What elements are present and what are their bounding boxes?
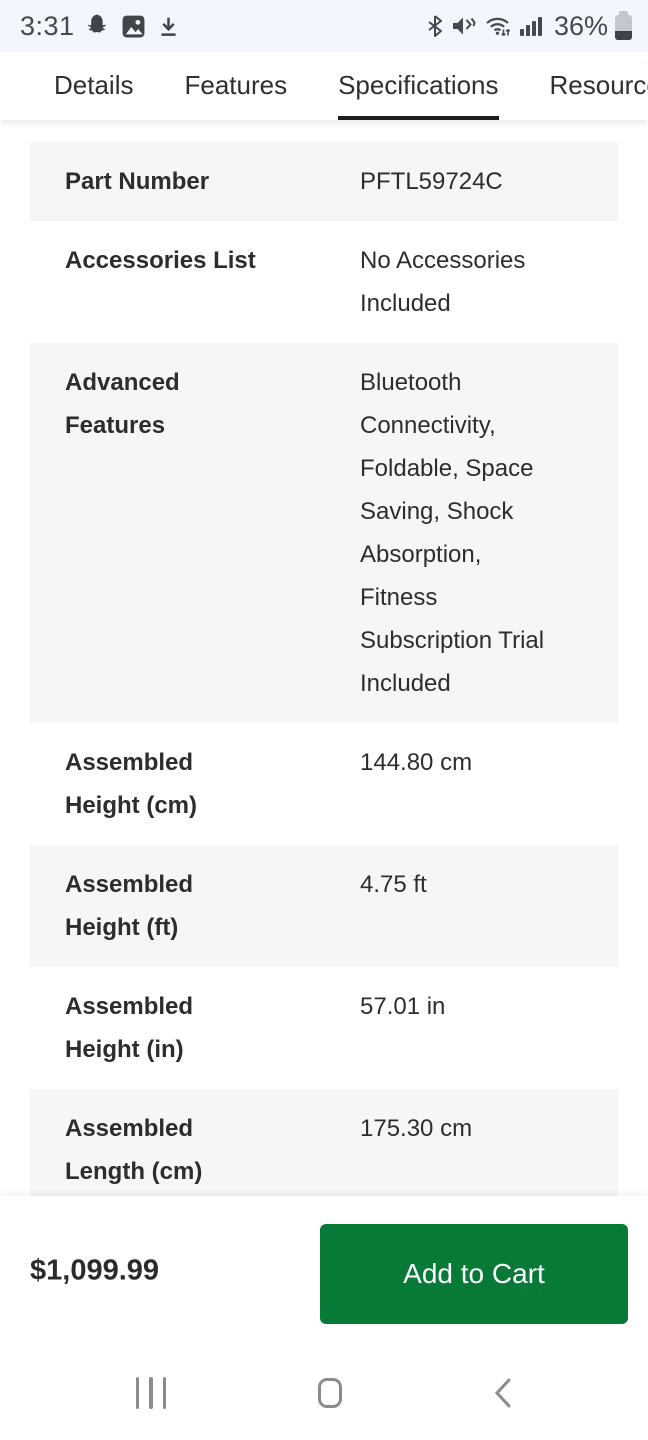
snapchat-icon [85,13,111,39]
spec-row-assembled-height-ft: Assembled Height (ft) 4.75 ft [30,845,618,967]
recents-icon[interactable] [135,1377,167,1409]
spec-label: Assembled Height (cm) [65,749,197,819]
spec-row-assembled-height-in: Assembled Height (in) 57.01 in [30,967,618,1089]
spec-value: Bluetooth Connectivity, Foldable, Space … [360,369,545,697]
spec-label: Part Number [65,168,210,195]
product-price: $1,099.99 [30,1254,160,1287]
spec-value: 144.80 cm [360,749,473,776]
gallery-icon [121,14,146,39]
spec-label: Assembled Height (in) [65,993,194,1063]
signal-bars-icon [519,14,545,38]
clock: 3:31 [20,10,75,41]
spec-row-part-number: Part Number PFTL59724C [30,142,618,221]
android-nav-bar [0,1346,648,1440]
back-icon[interactable] [494,1377,512,1409]
spec-row-assembled-length-cm: Assembled Length (cm) 175.30 cm [30,1089,618,1196]
add-to-cart-button[interactable]: Add to Cart [320,1224,628,1324]
spec-label: Accessories List [65,247,256,274]
home-icon[interactable] [318,1378,343,1408]
purchase-bar: $1,099.99 Add to Cart [0,1196,648,1346]
spec-value: No Accessories Included [360,247,526,317]
bluetooth-icon [426,14,444,38]
spec-row-assembled-height-cm: Assembled Height (cm) 144.80 cm [30,723,618,845]
spec-label: Assembled Height (ft) [65,871,194,941]
mute-vibrate-icon [451,14,477,38]
spec-value: 175.30 cm [360,1115,473,1142]
spec-value: 4.75 ft [360,871,427,898]
spec-row-accessories-list: Accessories List No Accessories Included [30,221,618,343]
spec-label: Advanced Features [65,369,180,439]
tab-resources[interactable]: Resources [549,69,648,100]
tab-features[interactable]: Features [184,69,288,100]
battery-icon [615,11,632,41]
spec-label: Assembled Length (cm) [65,1115,203,1185]
spec-row-advanced-features: Advanced Features Bluetooth Connectivity… [30,343,618,723]
status-bar: 3:31 36% [0,0,648,52]
wifi-icon [484,14,512,38]
spec-table: Part Number PFTL59724C Accessories List … [30,142,618,1196]
status-bar-right: 36% [426,11,632,42]
tab-bar: Details Features Specifications Resource… [0,52,648,120]
specifications-scroll-area[interactable]: Part Number PFTL59724C Accessories List … [0,120,648,1196]
spec-value: 57.01 in [360,993,446,1020]
spec-value: PFTL59724C [360,168,503,195]
battery-percent: 36% [553,10,608,41]
download-icon [156,14,181,39]
status-bar-left: 3:31 [20,11,181,42]
tab-details[interactable]: Details [54,69,134,100]
tab-specifications[interactable]: Specifications [338,52,499,120]
